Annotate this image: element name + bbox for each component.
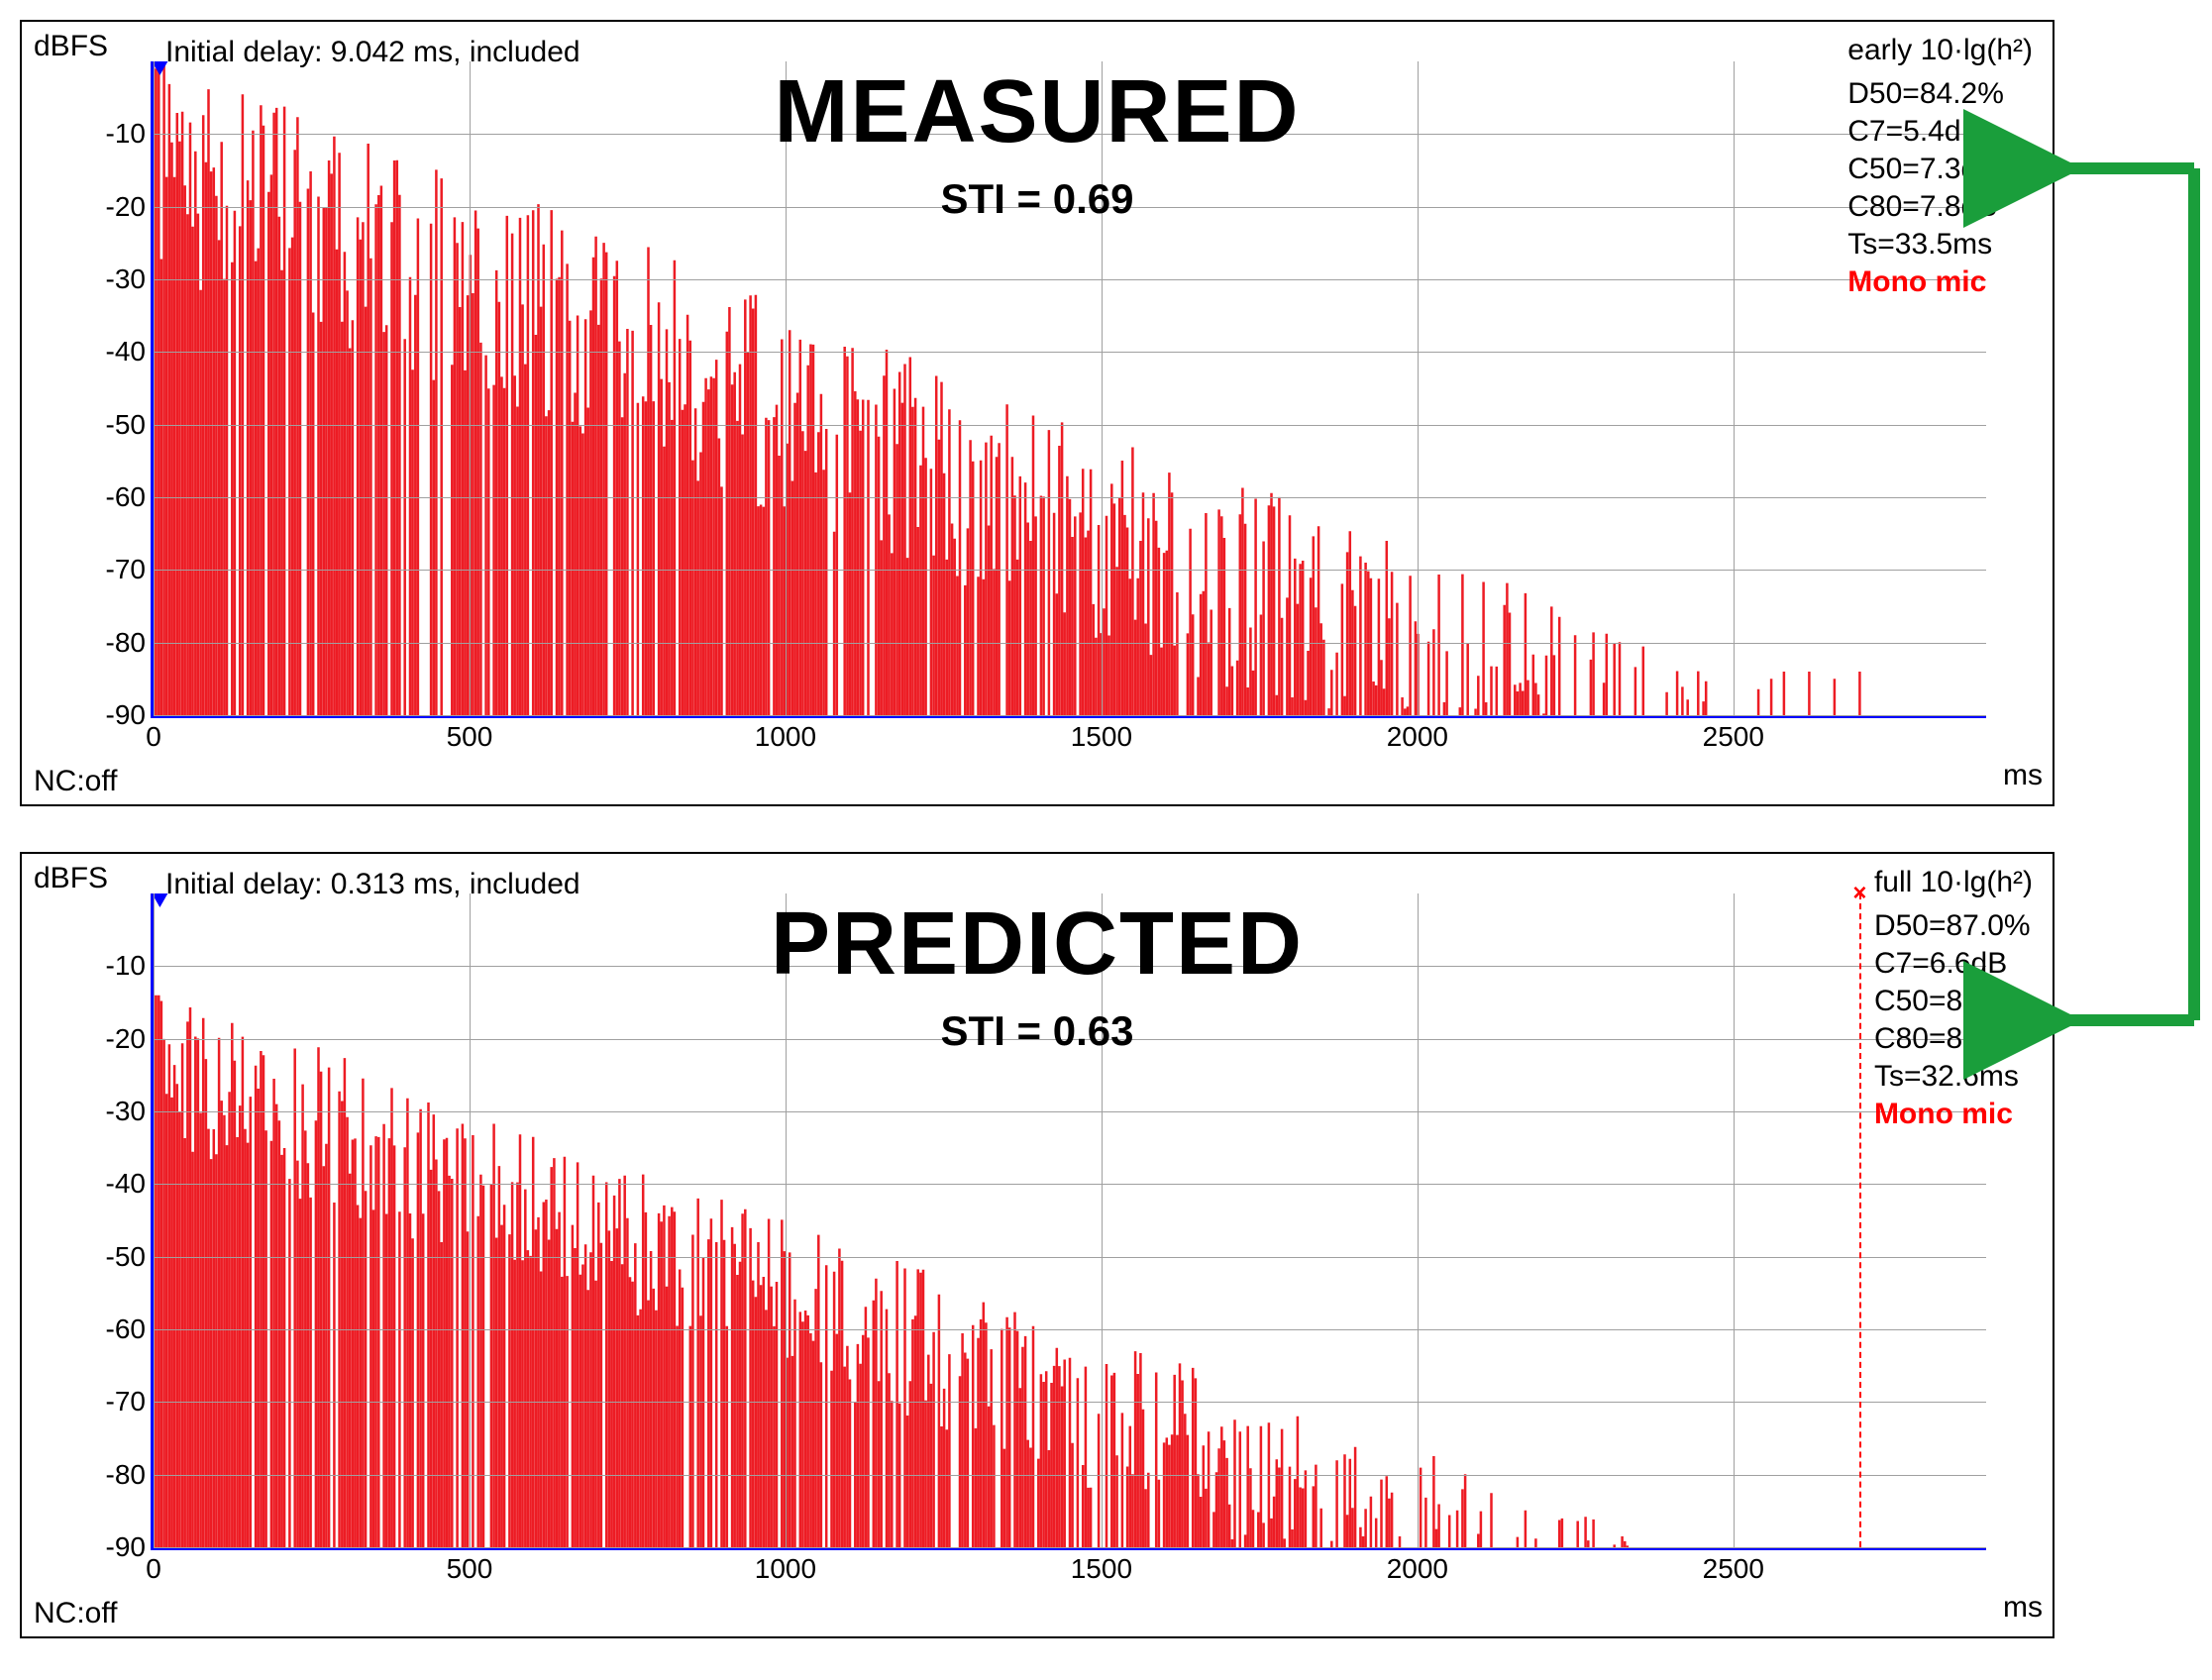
c50-value: C50=7.3dB (1847, 151, 2033, 188)
ytick-label: -80 (66, 1459, 146, 1491)
ytick-label: -60 (66, 1313, 146, 1345)
ytick-label: -70 (66, 1386, 146, 1418)
panel-title: MEASURED (774, 61, 1300, 163)
xtick-label: 500 (410, 721, 529, 753)
predicted-metrics-box: full 10·lg(h²) D50=87.0% C7=6.6dB C50=8.… (1874, 864, 2033, 1133)
ytick-label: -80 (66, 627, 146, 659)
ytick-label: -60 (66, 481, 146, 513)
xtick-label: 2000 (1358, 1553, 1477, 1585)
xtick-label: 0 (94, 721, 213, 753)
mono-mic-label: Mono mic (1874, 1096, 2033, 1133)
sti-value: STI = 0.69 (941, 175, 1134, 223)
ts-value: Ts=33.5ms (1847, 226, 2033, 263)
predicted-panel: dBFS Initial delay: 0.313 ms, included -… (20, 852, 2054, 1638)
c80-value: C80=7.8dB (1847, 188, 2033, 226)
ytick-label: -50 (66, 1241, 146, 1273)
ytick-label: -40 (66, 1168, 146, 1200)
xtick-label: 1500 (1042, 721, 1161, 753)
ytick-label: -50 (66, 409, 146, 441)
x-axis-unit: ms (2003, 1591, 2043, 1625)
end-marker-line (1859, 893, 1861, 1547)
ytick-label: -30 (66, 1096, 146, 1127)
x-axis-unit: ms (2003, 759, 2043, 792)
ts-value: Ts=32.6ms (1874, 1058, 2033, 1096)
d50-value: D50=84.2% (1847, 75, 2033, 113)
measured-metrics-box: early 10·lg(h²) D50=84.2% C7=5.4dB C50=7… (1847, 32, 2033, 301)
scale-label: full 10·lg(h²) (1874, 864, 2033, 901)
end-marker-x-icon: × (1852, 880, 1866, 907)
ytick-label: -20 (66, 191, 146, 223)
mono-mic-label: Mono mic (1847, 263, 2033, 301)
measured-panel: dBFS Initial delay: 9.042 ms, included -… (20, 20, 2054, 806)
xtick-label: 1500 (1042, 1553, 1161, 1585)
ytick-label: -10 (66, 118, 146, 150)
c50-value: C50=8.2dB (1874, 983, 2033, 1020)
y-axis-unit: dBFS (34, 30, 108, 63)
xtick-label: 0 (94, 1553, 213, 1585)
panel-title: PREDICTED (771, 893, 1304, 996)
ytick-label: -40 (66, 336, 146, 368)
xtick-label: 2500 (1674, 721, 1793, 753)
y-axis-unit: dBFS (34, 862, 108, 895)
c7-value: C7=6.6dB (1874, 945, 2033, 983)
c80-value: C80=8.8dB (1874, 1020, 2033, 1058)
xtick-label: 2500 (1674, 1553, 1793, 1585)
ytick-label: -20 (66, 1023, 146, 1055)
ytick-label: -30 (66, 263, 146, 295)
nc-label: NC:off (34, 1597, 117, 1630)
sti-value: STI = 0.63 (941, 1007, 1134, 1055)
ytick-label: -70 (66, 554, 146, 585)
xtick-label: 1000 (726, 721, 845, 753)
nc-label: NC:off (34, 765, 117, 798)
xtick-label: 2000 (1358, 721, 1477, 753)
d50-value: D50=87.0% (1874, 907, 2033, 945)
c7-value: C7=5.4dB (1847, 113, 2033, 151)
ytick-label: -10 (66, 950, 146, 982)
xtick-label: 1000 (726, 1553, 845, 1585)
xtick-label: 500 (410, 1553, 529, 1585)
scale-label: early 10·lg(h²) (1847, 32, 2033, 69)
